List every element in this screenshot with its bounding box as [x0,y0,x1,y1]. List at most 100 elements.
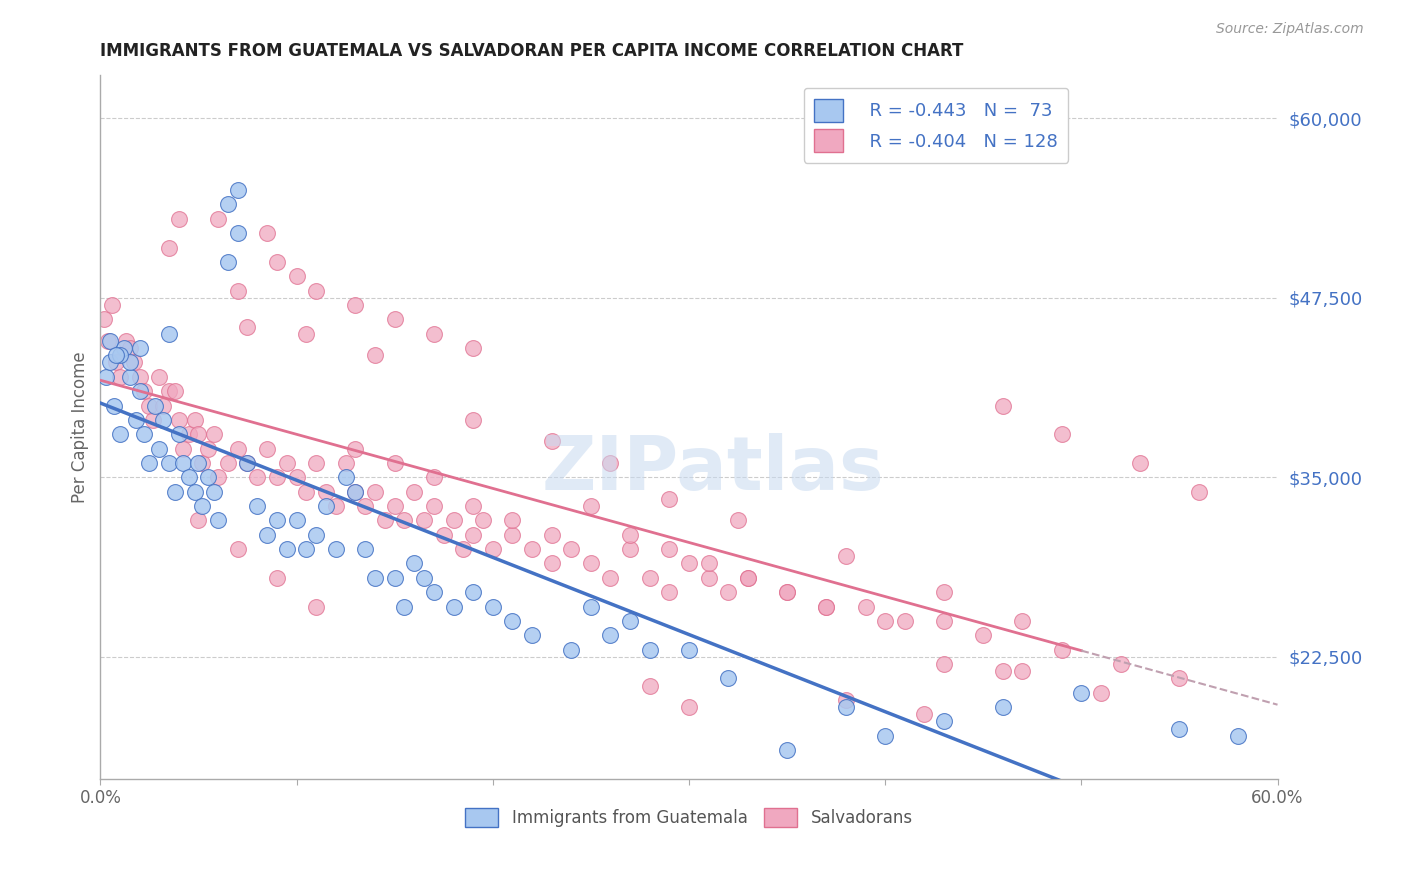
Point [152,399,174,413]
Point [599,456,621,470]
Point [217,197,239,211]
Point [266,470,288,484]
Point [540,434,562,449]
Point [599,628,621,642]
Point [256,442,278,456]
Point [423,326,446,341]
Point [142,413,165,427]
Point [172,456,194,470]
Point [108,369,131,384]
Point [285,470,308,484]
Point [246,499,269,513]
Point [132,384,155,399]
Point [638,679,661,693]
Point [619,528,641,542]
Point [1070,686,1092,700]
Point [560,542,582,557]
Point [295,484,318,499]
Point [105,355,128,369]
Point [697,571,720,585]
Point [148,442,170,456]
Point [344,484,367,499]
Point [658,491,681,506]
Point [1050,427,1073,442]
Point [124,413,146,427]
Point [197,442,219,456]
Point [433,528,456,542]
Point [579,599,602,614]
Point [875,729,897,743]
Point [128,341,150,355]
Point [678,700,700,714]
Point [354,499,377,513]
Point [344,298,367,312]
Point [157,326,180,341]
Point [932,614,955,628]
Point [991,664,1014,678]
Point [815,599,838,614]
Point [152,413,174,427]
Point [374,513,396,527]
Text: IMMIGRANTS FROM GUATEMALA VS SALVADORAN PER CAPITA INCOME CORRELATION CHART: IMMIGRANTS FROM GUATEMALA VS SALVADORAN … [100,42,963,60]
Point [423,585,446,599]
Point [463,341,485,355]
Point [163,484,186,499]
Text: ZIPatlas: ZIPatlas [541,433,884,506]
Point [638,571,661,585]
Point [246,470,269,484]
Point [501,513,523,527]
Point [266,255,288,269]
Point [236,456,259,470]
Point [481,599,503,614]
Point [815,599,838,614]
Point [335,470,357,484]
Point [384,456,406,470]
Point [658,542,681,557]
Point [776,585,799,599]
Point [835,693,858,707]
Point [266,571,288,585]
Point [1227,729,1250,743]
Point [344,442,367,456]
Point [835,549,858,564]
Point [835,700,858,714]
Point [122,355,145,369]
Point [93,312,115,326]
Point [932,657,955,671]
Point [384,312,406,326]
Point [187,456,209,470]
Point [932,714,955,729]
Point [560,642,582,657]
Point [364,484,387,499]
Point [697,557,720,571]
Point [413,513,436,527]
Point [177,470,200,484]
Point [187,513,209,527]
Point [1050,642,1073,657]
Point [325,499,347,513]
Point [404,484,426,499]
Point [1168,722,1191,736]
Legend: Immigrants from Guatemala, Salvadorans: Immigrants from Guatemala, Salvadorans [458,801,920,834]
Point [226,183,249,197]
Point [1011,614,1033,628]
Point [226,542,249,557]
Point [737,571,759,585]
Point [177,427,200,442]
Point [344,484,367,499]
Point [463,499,485,513]
Point [183,413,205,427]
Point [423,470,446,484]
Point [115,334,138,348]
Point [404,557,426,571]
Point [727,513,749,527]
Point [638,642,661,657]
Point [471,513,494,527]
Point [132,427,155,442]
Point [187,427,209,442]
Point [191,456,214,470]
Point [678,642,700,657]
Point [599,571,621,585]
Point [101,298,124,312]
Point [501,614,523,628]
